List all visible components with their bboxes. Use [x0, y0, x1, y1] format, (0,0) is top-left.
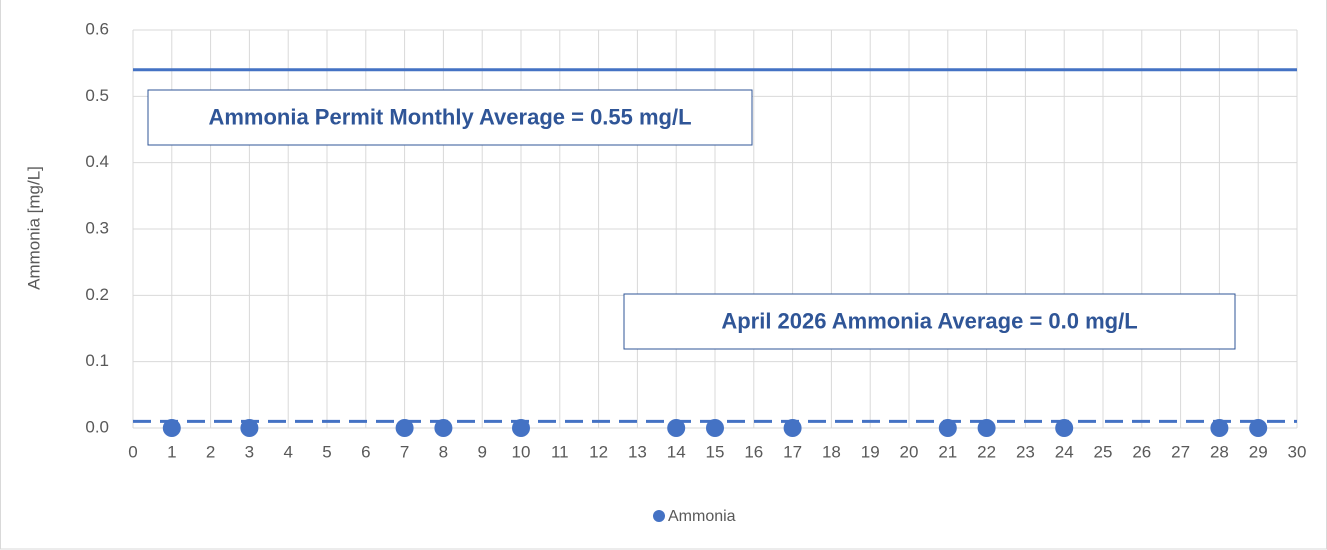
annotation: Ammonia Permit Monthly Average = 0.55 mg…: [208, 104, 691, 129]
x-tick-label: 3: [245, 442, 254, 461]
x-tick-label: 27: [1171, 442, 1190, 461]
x-tick-label: 13: [628, 442, 647, 461]
point: [240, 419, 259, 437]
annotation-box: [147, 89, 753, 146]
x-tick-label: 6: [361, 442, 370, 461]
y-tick-label: 0.2: [85, 285, 109, 304]
point: [434, 419, 453, 437]
x-tick-label: 0: [128, 442, 137, 461]
x-tick-label: 20: [900, 442, 919, 461]
x-tick-label: 10: [512, 442, 531, 461]
point: [162, 419, 181, 437]
point: [395, 419, 414, 437]
x-tick-label: 23: [1016, 442, 1035, 461]
x-tick-label: 16: [744, 442, 763, 461]
y-tick-label: 0.5: [85, 86, 109, 105]
x-tick-label: 28: [1210, 442, 1229, 461]
legend-label: Ammonia: [668, 508, 736, 525]
x-tick-label: 24: [1055, 442, 1074, 461]
x-tick-label: 1: [167, 442, 176, 461]
x-tick-label: 4: [283, 442, 292, 461]
point: [512, 419, 530, 437]
point: [938, 419, 957, 437]
x-tick-label: 25: [1094, 442, 1113, 461]
x-tick-label: 9: [477, 442, 486, 461]
x-tick-label: 29: [1249, 442, 1268, 461]
point: [977, 419, 996, 437]
point: [667, 419, 686, 437]
y-tick-label: 0.6: [85, 19, 109, 38]
x-tick-label: 19: [861, 442, 880, 461]
x-tick-label: 11: [551, 442, 569, 461]
x-tick-label: 15: [706, 442, 725, 461]
x-tick-label: 5: [322, 442, 331, 461]
x-tick-label: 18: [822, 442, 841, 461]
x-tick-label: 21: [938, 442, 957, 461]
point: [783, 419, 802, 437]
point: [1210, 419, 1229, 437]
x-tick-label: 17: [783, 442, 802, 461]
x-tick-label: 8: [439, 442, 448, 461]
y-tick-label: 0.3: [85, 218, 109, 237]
y-tick-label: 0.4: [85, 152, 109, 171]
y-tick-label: 0.1: [85, 351, 109, 370]
x-tick-label: 7: [400, 442, 409, 461]
legend-marker: [653, 510, 665, 522]
x-tick-label: 26: [1132, 442, 1151, 461]
y-tick-label: 0.0: [85, 417, 109, 436]
y-axis-label: Ammonia [mg/L]: [24, 166, 43, 290]
x-tick-label: 30: [1288, 442, 1307, 461]
x-tick-label: 22: [977, 442, 996, 461]
x-tick-label: 2: [206, 442, 215, 461]
annotation: April 2026 Ammonia Average = 0.0 mg/L: [721, 308, 1137, 333]
x-tick-label: 14: [667, 442, 686, 461]
annotation-box: [623, 293, 1236, 350]
point: [706, 419, 724, 437]
point: [1055, 419, 1074, 437]
point: [1249, 419, 1268, 437]
x-tick-label: 12: [589, 442, 608, 461]
